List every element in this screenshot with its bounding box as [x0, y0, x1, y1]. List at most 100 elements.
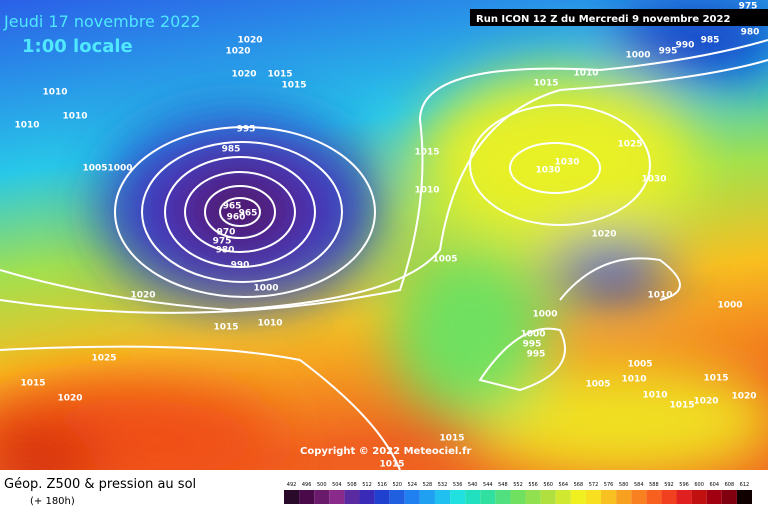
scale-swatch — [570, 490, 586, 504]
scale-swatch — [480, 490, 496, 504]
isobar-label: 1020 — [693, 397, 718, 407]
scale-label: 588 — [649, 482, 659, 488]
scale-swatch — [525, 490, 541, 504]
isobar-label: 1000 — [625, 51, 650, 61]
isobar-label: 1020 — [231, 70, 256, 80]
scale-label: 548 — [498, 482, 508, 488]
isobar-label: 1015 — [267, 70, 292, 80]
isobar-label: 1030 — [554, 158, 579, 168]
scale-label: 492 — [287, 482, 297, 488]
scale-label: 564 — [559, 482, 569, 488]
scale-label: 508 — [347, 482, 357, 488]
isobar-label: 965 — [239, 209, 258, 219]
isobar-label: 1005 — [627, 360, 652, 370]
footer-lead: (+ 180h) — [30, 496, 75, 507]
isobar-label: 1015 — [703, 374, 728, 384]
scale-label: 552 — [513, 482, 523, 488]
copyright: Copyright © 2022 Meteociel.fr — [300, 446, 471, 457]
scale-swatch — [661, 490, 677, 504]
scale-swatch — [329, 490, 345, 504]
isobar-label: 1020 — [731, 392, 756, 402]
scale-swatch — [419, 490, 435, 504]
scale-label: 592 — [664, 482, 674, 488]
isobar-label: 1015 — [281, 81, 306, 91]
isobar-label: 1005 — [585, 380, 610, 390]
scale-label: 604 — [709, 482, 719, 488]
scale-label: 540 — [468, 482, 478, 488]
scale-swatch — [555, 490, 571, 504]
scale-label: 532 — [438, 482, 448, 488]
scale-swatch — [631, 490, 647, 504]
color-scale: 492 496 500 504 508 512 516 520 524 528 532 536 540 5… — [284, 482, 752, 504]
scale-label: 536 — [453, 482, 463, 488]
isobar-label: 1015 — [533, 79, 558, 89]
isobar-label: 995 — [659, 47, 678, 57]
scale-swatch — [736, 490, 752, 504]
isobar-label: 1010 — [414, 186, 439, 196]
isobar-label: 1010 — [14, 121, 39, 131]
isobar-label: 1015 — [669, 401, 694, 411]
scale-swatch — [585, 490, 602, 504]
scale-swatch — [465, 490, 481, 504]
scale-swatch — [495, 490, 511, 504]
scale-label: 556 — [528, 482, 538, 488]
scale-label: 544 — [483, 482, 493, 488]
isobar-label: 1015 — [439, 434, 464, 444]
isobar-label: 1000 — [717, 301, 742, 311]
scale-swatch — [404, 490, 420, 504]
scale-swatch — [314, 490, 330, 504]
isobar-label: 995 — [523, 340, 542, 350]
scale-swatch — [646, 490, 662, 504]
isobar-label: 980 — [741, 28, 760, 38]
isobar-label: 1020 — [237, 36, 262, 46]
isobar-label: 975 — [213, 237, 232, 247]
isobar-label: 1010 — [257, 319, 282, 329]
run-info: Run ICON 12 Z du Mercredi 9 novembre 202… — [476, 14, 730, 25]
scale-label: 516 — [377, 482, 387, 488]
scale-swatch — [676, 490, 692, 504]
date: Jeudi 17 novembre 2022 — [3, 12, 201, 31]
isobar-label: 1000 — [253, 284, 278, 294]
time: 1:00 locale — [22, 36, 133, 57]
isobar-label: 1010 — [42, 88, 67, 98]
isobar-label: 1010 — [647, 291, 672, 301]
scale-swatch — [284, 490, 300, 504]
isobar-label: 980 — [216, 246, 235, 256]
isobar-label: 975 — [739, 2, 758, 12]
scale-label: 596 — [679, 482, 689, 488]
scale-swatch — [616, 490, 632, 504]
isobar-label: 1010 — [621, 375, 646, 385]
scale-swatch — [721, 490, 737, 504]
isobar-label: 990 — [676, 41, 695, 51]
scale-swatch — [299, 490, 315, 504]
scale-swatch — [691, 490, 707, 504]
scale-label: 500 — [317, 482, 327, 488]
isobar-label: 1020 — [130, 291, 155, 301]
scale-label: 576 — [604, 482, 614, 488]
scale-swatch — [510, 490, 526, 504]
isobar-label: 1015 — [20, 379, 45, 389]
isobar-label: 1030 — [535, 166, 560, 176]
isobar-label: 1015 — [213, 323, 238, 333]
isobar-label: 990 — [231, 261, 250, 271]
scale-label: 608 — [725, 482, 735, 488]
isobar-label: 1025 — [91, 354, 116, 364]
isobar-label: 1005 — [432, 255, 457, 265]
isobar-label: 1010 — [642, 391, 667, 401]
scale-label: 560 — [543, 482, 553, 488]
scale-label: 504 — [332, 482, 342, 488]
scale-label: 580 — [619, 482, 629, 488]
isobar-label: 1020 — [225, 47, 250, 57]
scale-label: 520 — [392, 482, 402, 488]
isobar-label: 985 — [222, 145, 241, 155]
isobar-label: 995 — [527, 350, 546, 360]
scale-swatch — [706, 490, 722, 504]
isobar-label: 1020 — [591, 230, 616, 240]
scale-swatch — [359, 490, 375, 504]
isobar-label: 1010 — [62, 112, 87, 122]
scale-swatch — [601, 490, 617, 504]
isobar-label: 1020 — [57, 394, 82, 404]
footer-title: Géop. Z500 & pression au sol — [4, 477, 196, 492]
